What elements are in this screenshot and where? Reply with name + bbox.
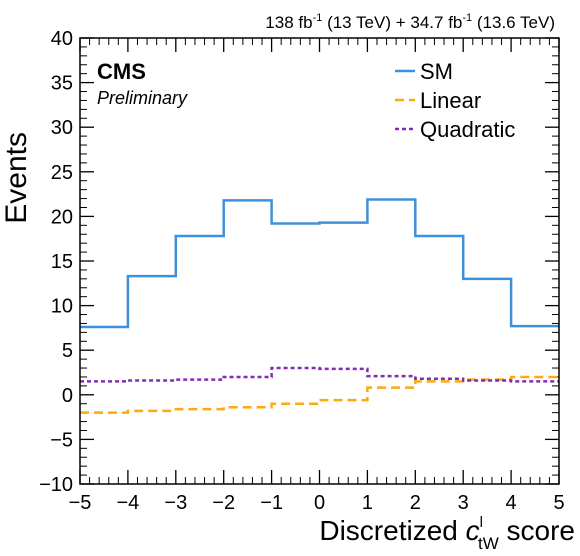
y-tick-label: −5 xyxy=(50,429,73,451)
y-tick-label: 15 xyxy=(51,251,73,273)
legend-label: Linear xyxy=(420,88,481,113)
y-tick-label: 0 xyxy=(62,385,73,407)
series-line-linear xyxy=(80,375,559,414)
y-tick-label: −10 xyxy=(39,474,73,496)
experiment-label: CMS xyxy=(97,59,146,84)
y-tick-label: 35 xyxy=(51,73,73,95)
y-tick-label: 30 xyxy=(51,117,73,139)
x-tick-label: 0 xyxy=(314,492,325,514)
x-axis-label: Discretized cl tW score xyxy=(319,514,575,553)
x-tick-label: −4 xyxy=(116,492,139,514)
y-axis-label: Events xyxy=(0,132,33,224)
legend-label: Quadratic xyxy=(420,117,515,142)
x-tick-label: 5 xyxy=(553,492,564,514)
x-tick-label: −3 xyxy=(164,492,187,514)
x-tick-label: −1 xyxy=(260,492,283,514)
series-line-sm xyxy=(80,198,559,329)
x-tick-label: 3 xyxy=(458,492,469,514)
x-tick-label: 4 xyxy=(506,492,517,514)
y-tick-label: 10 xyxy=(51,296,73,318)
series-line-quadratic xyxy=(80,366,559,383)
luminosity-label: 138 fb-1 (13 TeV) + 34.7 fb-1 (13.6 TeV) xyxy=(265,12,555,32)
y-tick-label: 40 xyxy=(51,28,73,50)
x-tick-label: −2 xyxy=(212,492,235,514)
y-tick-label: 25 xyxy=(51,162,73,184)
y-tick-label: 20 xyxy=(51,206,73,228)
plot-frame xyxy=(79,37,560,485)
x-tick-label: 2 xyxy=(410,492,421,514)
status-label: Preliminary xyxy=(97,88,188,108)
x-tick-label: −5 xyxy=(69,492,92,514)
legend-label: SM xyxy=(420,59,453,84)
y-tick-label: 5 xyxy=(62,340,73,362)
x-tick-label: 1 xyxy=(362,492,373,514)
